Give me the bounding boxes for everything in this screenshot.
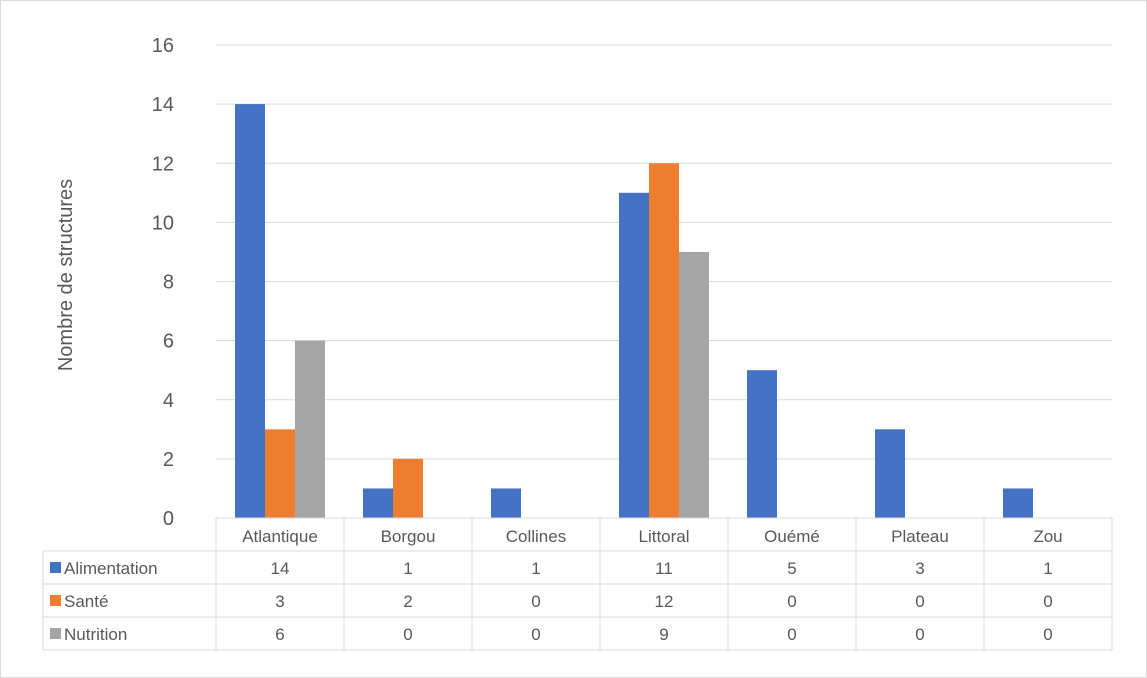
- data-label-sante-collines: 0: [531, 592, 540, 611]
- y-tick-label: 12: [152, 153, 174, 175]
- data-label-alimentation-littoral: 11: [655, 559, 673, 578]
- x-tick-label-collines: Collines: [506, 527, 566, 546]
- x-tick-label-atlantique: Atlantique: [242, 527, 318, 546]
- data-label-nutrition-atlantique: 6: [275, 625, 284, 644]
- data-label-sante-littoral: 12: [655, 592, 674, 611]
- y-tick-label: 2: [163, 449, 174, 471]
- data-label-alimentation-zou: 1: [1043, 559, 1052, 578]
- y-tick-label: 16: [152, 35, 174, 57]
- legend-label-nutrition: Nutrition: [64, 625, 127, 644]
- bar-alimentation-littoral: [619, 192, 649, 518]
- data-label-alimentation-oueme: 5: [787, 559, 796, 578]
- data-label-alimentation-borgou: 1: [403, 559, 412, 578]
- bar-alimentation-plateau: [875, 429, 905, 518]
- y-axis-ticks: 0 2 4 6 8 10 12 14 16: [152, 35, 174, 530]
- bars: [235, 104, 1033, 518]
- data-label-nutrition-collines: 0: [531, 625, 540, 644]
- x-tick-label-borgou: Borgou: [381, 527, 436, 546]
- y-tick-label: 10: [152, 212, 174, 234]
- y-axis-label: Nombre de structures: [55, 179, 77, 371]
- legend-label-sante: Santé: [64, 592, 108, 611]
- legend-swatch-nutrition: [50, 628, 61, 639]
- data-label-sante-oueme: 0: [787, 592, 796, 611]
- data-label-alimentation-atlantique: 14: [271, 559, 290, 578]
- data-label-alimentation-plateau: 3: [915, 559, 924, 578]
- bar-sante-littoral: [649, 163, 679, 518]
- y-tick-label: 14: [152, 94, 174, 116]
- data-label-sante-plateau: 0: [915, 592, 924, 611]
- y-tick-label: 6: [163, 331, 174, 353]
- bar-sante-atlantique: [265, 429, 295, 518]
- x-tick-label-littoral: Littoral: [638, 527, 689, 546]
- bar-alimentation-zou: [1003, 488, 1033, 518]
- y-tick-label: 8: [163, 272, 174, 294]
- data-label-nutrition-plateau: 0: [915, 625, 924, 644]
- data-label-nutrition-borgou: 0: [403, 625, 412, 644]
- data-label-nutrition-littoral: 9: [659, 625, 668, 644]
- y-tick-label: 0: [163, 508, 174, 530]
- data-label-alimentation-collines: 1: [531, 559, 540, 578]
- legend-swatch-sante: [50, 595, 61, 606]
- data-label-sante-atlantique: 3: [275, 592, 284, 611]
- bar-sante-borgou: [393, 458, 423, 518]
- bar-alimentation-borgou: [363, 488, 393, 518]
- data-table: Atlantique Borgou Collines Littoral Ouémé Pla…: [42, 517, 1113, 651]
- legend-label-alimentation: Alimentation: [64, 559, 158, 578]
- data-label-nutrition-oueme: 0: [787, 625, 796, 644]
- data-label-sante-zou: 0: [1043, 592, 1052, 611]
- bar-alimentation-oueme: [747, 370, 777, 518]
- x-tick-label-plateau: Plateau: [891, 527, 949, 546]
- y-tick-label: 4: [163, 390, 174, 412]
- legend-swatch-alimentation: [50, 562, 61, 573]
- x-tick-label-oueme: Ouémé: [764, 527, 820, 546]
- data-label-sante-borgou: 2: [403, 592, 412, 611]
- bar-alimentation-atlantique: [235, 104, 265, 518]
- x-tick-label-zou: Zou: [1033, 527, 1062, 546]
- bar-alimentation-collines: [491, 488, 521, 518]
- bar-nutrition-atlantique: [295, 340, 325, 518]
- data-label-nutrition-zou: 0: [1043, 625, 1052, 644]
- bar-nutrition-littoral: [679, 251, 709, 518]
